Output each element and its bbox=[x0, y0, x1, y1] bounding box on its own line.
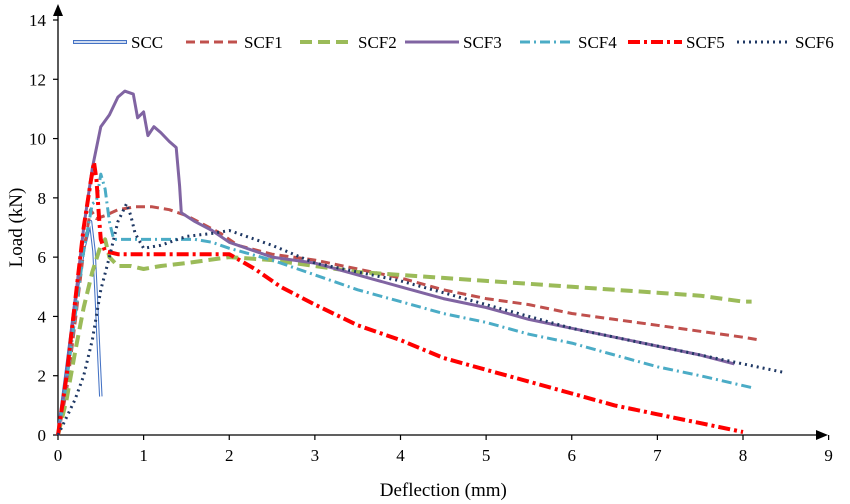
y-tick-label: 10 bbox=[29, 130, 46, 149]
x-tick-label: 8 bbox=[739, 446, 748, 465]
x-tick-label: 4 bbox=[396, 446, 405, 465]
legend-label-scf6: SCF6 bbox=[795, 33, 834, 52]
series-line-scf2 bbox=[56, 237, 752, 436]
legend-label-scf1: SCF1 bbox=[244, 33, 283, 52]
x-tick-label: 3 bbox=[311, 446, 320, 465]
x-axis-arrow bbox=[816, 430, 828, 440]
axes bbox=[53, 4, 828, 440]
legend-label-scc: SCC bbox=[131, 33, 163, 52]
legend: SCC SCF1 SCF2 SCF3 SCF4 SCF5 SCF6 bbox=[73, 33, 834, 52]
y-tick-label: 8 bbox=[38, 189, 47, 208]
x-tick-label: 1 bbox=[139, 446, 148, 465]
legend-label-scf5: SCF5 bbox=[686, 33, 725, 52]
series-line-scf3 bbox=[56, 89, 735, 436]
y-tick-label: 0 bbox=[38, 426, 47, 445]
x-tick-label: 2 bbox=[225, 446, 234, 465]
x-tick-label: 6 bbox=[568, 446, 577, 465]
y-tick-label: 4 bbox=[38, 307, 47, 326]
series-line-scf5 bbox=[56, 160, 744, 436]
x-tick-label: 5 bbox=[482, 446, 491, 465]
y-ticks: 0 2 4 6 8 10 12 14 bbox=[29, 11, 58, 445]
y-tick-label: 12 bbox=[29, 70, 46, 89]
y-tick-label: 2 bbox=[38, 367, 47, 386]
legend-label-scf2: SCF2 bbox=[358, 33, 397, 52]
y-tick-label: 14 bbox=[29, 11, 47, 30]
x-tick-label: 0 bbox=[54, 446, 63, 465]
x-tick-label: 7 bbox=[653, 446, 662, 465]
x-axis-title: Deflection (mm) bbox=[380, 480, 507, 501]
series-line-scf1 bbox=[56, 205, 761, 436]
y-axis-arrow bbox=[53, 4, 63, 16]
y-axis-title: Load (kN) bbox=[6, 188, 27, 268]
series-line-scf4 bbox=[56, 172, 752, 436]
legend-label-scf4: SCF4 bbox=[578, 33, 617, 52]
legend-label-scf3: SCF3 bbox=[463, 33, 502, 52]
series-group bbox=[56, 89, 787, 436]
y-tick-label: 6 bbox=[38, 248, 47, 267]
x-tick-label: 9 bbox=[824, 446, 833, 465]
x-ticks: 0 1 2 3 4 5 6 7 8 9 bbox=[54, 435, 833, 465]
